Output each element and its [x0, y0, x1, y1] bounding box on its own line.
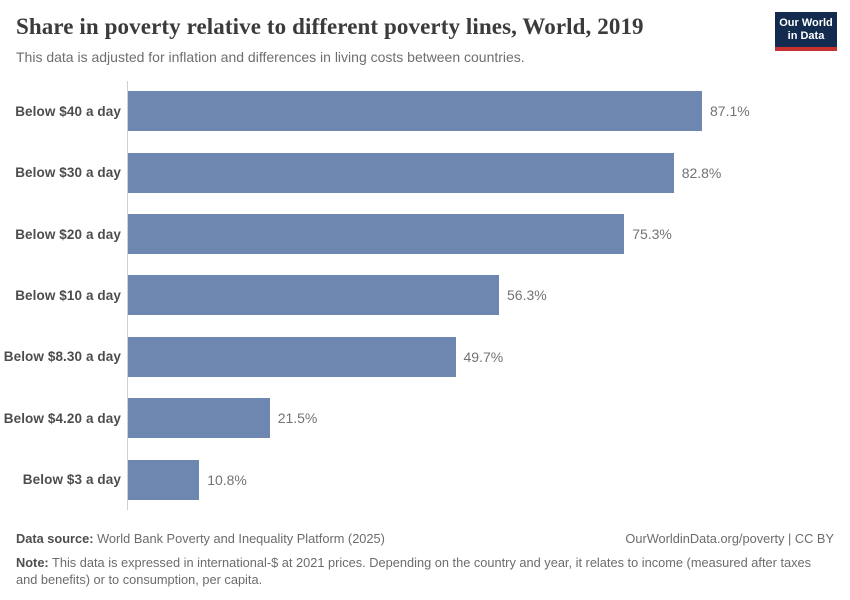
bar-rows: Below $40 a day 87.1% Below $30 a day 82.8%… [0, 80, 850, 511]
data-source-line: Data source: World Bank Poverty and Ineq… [16, 531, 385, 547]
category-label: Below $40 a day [15, 103, 121, 119]
bar[interactable] [128, 336, 456, 377]
plot-area: 75.3% [127, 203, 850, 265]
value-label: 87.1% [710, 103, 750, 120]
plot-area: 10.8% [127, 448, 850, 511]
value-label: 56.3% [507, 287, 547, 304]
bar[interactable] [128, 275, 499, 316]
owid-logo-line1: Our World [779, 17, 833, 29]
plot-area: 21.5% [127, 387, 850, 449]
bar[interactable] [128, 214, 625, 255]
plot-area: 87.1% [127, 80, 850, 143]
bar-row: Below $20 a day 75.3% [0, 203, 850, 265]
chart-title: Share in poverty relative to different p… [16, 14, 644, 39]
category-label: Below $20 a day [15, 226, 121, 242]
owid-logo-line2: in Data [787, 29, 825, 42]
value-label: 21.5% [277, 410, 318, 427]
data-source-text: World Bank Poverty and Inequality Platfo… [93, 531, 385, 546]
plot-area: 82.8% [127, 142, 850, 204]
value-label: 82.8% [681, 164, 722, 181]
category-label: Below $4.20 a day [3, 410, 121, 426]
chart-subtitle: This data is adjusted for inflation and … [16, 49, 525, 66]
bar-row: Below $30 a day 82.8% [0, 142, 850, 204]
bar-row: Below $10 a day 56.3% [0, 264, 850, 327]
note-label: Note: [16, 554, 49, 570]
category-label: Below $30 a day [15, 165, 121, 181]
note-line: Note: This data is expressed in internat… [16, 555, 834, 588]
bar[interactable] [128, 152, 674, 193]
category-label: Below $3 a day [22, 472, 121, 488]
bar[interactable] [128, 91, 702, 132]
bar[interactable] [128, 398, 270, 439]
chart-footer: Data source: World Bank Poverty and Ineq… [16, 531, 834, 588]
plot-area: 56.3% [127, 264, 850, 327]
bar-row: Below $8.30 a day 49.7% [0, 326, 850, 388]
plot-area: 49.7% [127, 326, 850, 388]
value-label: 49.7% [463, 348, 504, 365]
data-source-label: Data source: [16, 531, 94, 546]
category-label: Below $8.30 a day [3, 349, 121, 365]
bar-chart: Below $40 a day 87.1% Below $30 a day 82.8%… [0, 80, 850, 511]
footer-top-row: Data source: World Bank Poverty and Ineq… [16, 531, 834, 547]
value-label: 75.3% [632, 226, 672, 243]
owid-logo[interactable]: Our World in Data [775, 12, 837, 51]
chart-header: Share in poverty relative to different p… [0, 0, 850, 67]
bar[interactable] [128, 459, 200, 500]
value-label: 10.8% [207, 471, 247, 488]
bar-row: Below $4.20 a day 21.5% [0, 387, 850, 449]
bar-row: Below $40 a day 87.1% [0, 80, 850, 143]
category-label: Below $10 a day [15, 287, 121, 303]
note-text: This data is expressed in international-… [16, 554, 812, 587]
credit-link[interactable]: OurWorldinData.org/poverty | CC BY [625, 531, 834, 546]
bar-row: Below $3 a day 10.8% [0, 448, 850, 511]
